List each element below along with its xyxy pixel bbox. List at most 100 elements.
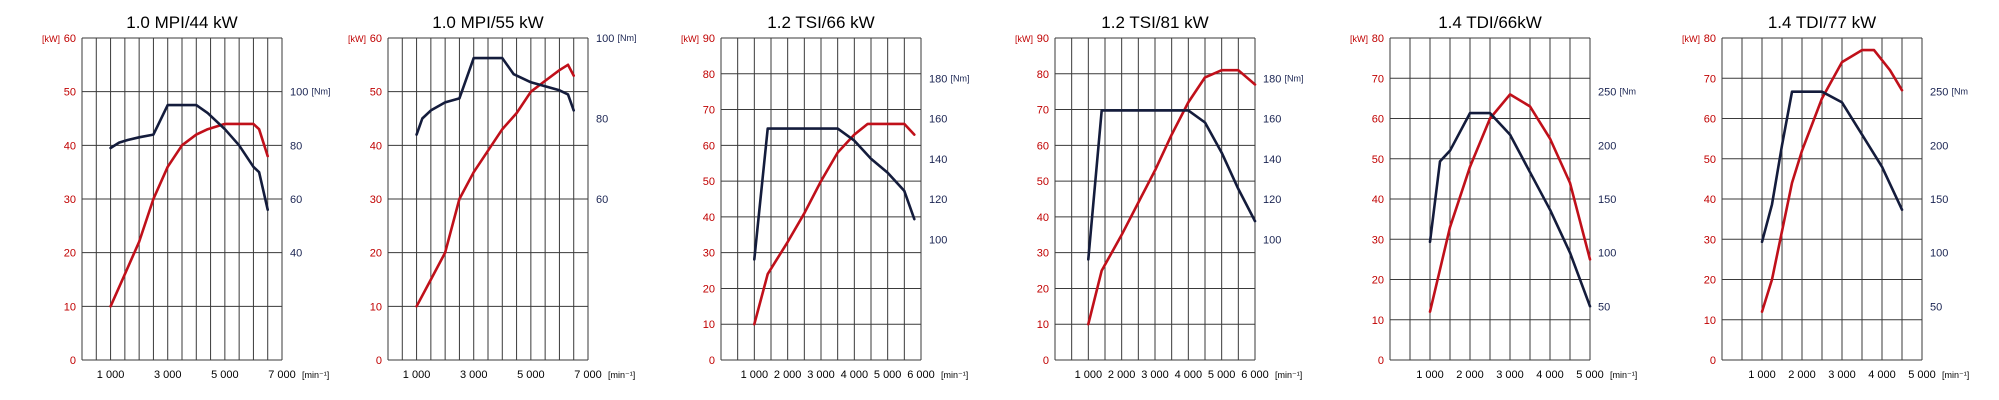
- y-left-tick-label: 10: [64, 301, 76, 313]
- x-tick-label: 1 000: [403, 369, 431, 381]
- x-tick-label: 5 000: [211, 369, 239, 381]
- x-tick-label: 3 000: [460, 369, 488, 381]
- y-right-tick-label: 250: [1598, 87, 1616, 99]
- y-right-tick-label: 60: [290, 194, 302, 206]
- y-left-tick-label: 50: [64, 87, 76, 99]
- y-right-tick-label: 160: [1263, 114, 1281, 126]
- y-left-tick-label: 90: [1037, 33, 1049, 45]
- y-left-tick-label: 40: [1037, 212, 1049, 224]
- y-left-tick-label: 60: [64, 33, 76, 45]
- y-right-unit-label: [Nm]: [1285, 73, 1304, 83]
- y-left-tick-label: 0: [1043, 355, 1049, 367]
- x-tick-label: 2 000: [1788, 369, 1816, 381]
- power-curve: [1760, 48, 1904, 314]
- x-unit-label: [min⁻¹]: [1610, 370, 1637, 380]
- x-unit-label: [min⁻¹]: [1942, 370, 1969, 380]
- y-left-tick-label: 20: [370, 248, 382, 260]
- y-right-tick-label: 180: [1263, 73, 1281, 85]
- y-left-tick-label: 10: [703, 319, 715, 331]
- chart-title: 1.2 TSI/66 kW: [767, 13, 874, 32]
- chart-3: 1.2 TSI/66 kW 0 10 20 30 40 50 60 70 80 [kW] 90 100 1…: [681, 13, 970, 381]
- y-right-tick-label: 100: [929, 234, 947, 246]
- y-left-tick-label: 0: [1710, 355, 1716, 367]
- y-left-tick-label: 60: [703, 140, 715, 152]
- x-tick-label: 5 000: [874, 369, 902, 381]
- y-right-tick-label: 120: [1263, 194, 1281, 206]
- x-tick-label: 3 000: [1496, 369, 1524, 381]
- y-left-tick-label: 40: [1372, 194, 1384, 206]
- x-tick-label: 1 000: [1416, 369, 1444, 381]
- y-left-tick-label: 40: [64, 140, 76, 152]
- y-left-tick-label: 20: [703, 283, 715, 295]
- y-right-tick-label: 80: [596, 114, 608, 126]
- y-right-tick-label: 250: [1930, 87, 1948, 99]
- x-unit-label: [min⁻¹]: [608, 370, 635, 380]
- y-left-unit-label: [kW]: [348, 34, 366, 44]
- y-right-tick-label: 60: [596, 194, 608, 206]
- y-right-unit-label: [Nm: [1620, 87, 1637, 97]
- y-left-tick-label: 80: [1704, 33, 1716, 45]
- chart-1: 1.0 MPI/44 kW 0 10 20 30 40 50 [kW] 60 40 60 80 100 […: [42, 13, 331, 381]
- y-left-tick-label: 80: [1037, 69, 1049, 81]
- y-left-tick-label: 30: [1704, 234, 1716, 246]
- x-tick-label: 1 000: [1748, 369, 1776, 381]
- x-unit-label: [min⁻¹]: [302, 370, 329, 380]
- torque-curve: [1428, 111, 1592, 308]
- chart-title: 1.0 MPI/44 kW: [126, 13, 237, 32]
- y-right-tick-label: 40: [290, 248, 302, 260]
- y-left-tick-label: 0: [70, 355, 76, 367]
- y-left-tick-label: 70: [1037, 105, 1049, 117]
- y-left-tick-label: 0: [376, 355, 382, 367]
- y-left-tick-label: 70: [1372, 73, 1384, 85]
- y-right-tick-label: 200: [1930, 140, 1948, 152]
- x-tick-label: 3 000: [807, 369, 835, 381]
- chart-2: 1.0 MPI/55 kW 0 10 20 30 40 50 [kW] 60 60 80 100 [Nm…: [348, 13, 637, 381]
- y-left-tick-label: 10: [1704, 315, 1716, 327]
- y-right-tick-label: 100: [290, 87, 308, 99]
- x-tick-label: 7 000: [268, 369, 296, 381]
- y-left-tick-label: 50: [703, 176, 715, 188]
- y-left-unit-label: [kW]: [1682, 34, 1700, 44]
- power-curve: [1087, 68, 1257, 326]
- y-right-unit-label: [Nm: [1952, 87, 1969, 97]
- y-right-tick-label: 180: [929, 73, 947, 85]
- y-left-unit-label: [kW]: [681, 34, 699, 44]
- y-left-tick-label: 30: [703, 248, 715, 260]
- y-left-tick-label: 20: [1037, 283, 1049, 295]
- y-left-tick-label: 50: [1372, 154, 1384, 166]
- y-left-tick-label: 10: [370, 301, 382, 313]
- y-left-tick-label: 20: [64, 248, 76, 260]
- y-right-tick-label: 100: [596, 33, 614, 45]
- y-left-unit-label: [kW]: [1015, 34, 1033, 44]
- x-tick-label: 3 000: [1828, 369, 1856, 381]
- y-right-tick-label: 100: [1930, 248, 1948, 260]
- y-left-tick-label: 30: [370, 194, 382, 206]
- x-tick-label: 3 000: [154, 369, 182, 381]
- torque-curve: [415, 56, 576, 136]
- power-curve: [1428, 93, 1592, 314]
- power-curve: [752, 122, 916, 326]
- y-left-tick-label: 30: [1372, 234, 1384, 246]
- y-left-tick-label: 50: [370, 87, 382, 99]
- power-curve: [415, 63, 576, 308]
- y-left-tick-label: 10: [1037, 319, 1049, 331]
- chart-title: 1.4 TDI/77 kW: [1768, 13, 1876, 32]
- chart-title: 1.2 TSI/81 kW: [1101, 13, 1208, 32]
- torque-curve: [109, 103, 270, 211]
- y-left-tick-label: 0: [1378, 355, 1384, 367]
- x-tick-label: 1 000: [1075, 369, 1103, 381]
- y-right-unit-label: [Nm]: [618, 33, 637, 43]
- y-left-tick-label: 60: [1704, 114, 1716, 126]
- y-left-tick-label: 60: [370, 33, 382, 45]
- y-right-tick-label: 150: [1930, 194, 1948, 206]
- torque-curve: [1760, 90, 1904, 244]
- x-unit-label: [min⁻¹]: [941, 370, 968, 380]
- y-right-tick-label: 100: [1263, 234, 1281, 246]
- y-left-tick-label: 30: [64, 194, 76, 206]
- y-right-unit-label: [Nm]: [951, 73, 970, 83]
- y-left-tick-label: 60: [1037, 140, 1049, 152]
- x-tick-label: 4 000: [1868, 369, 1896, 381]
- y-right-tick-label: 150: [1598, 194, 1616, 206]
- x-tick-label: 5 000: [1208, 369, 1236, 381]
